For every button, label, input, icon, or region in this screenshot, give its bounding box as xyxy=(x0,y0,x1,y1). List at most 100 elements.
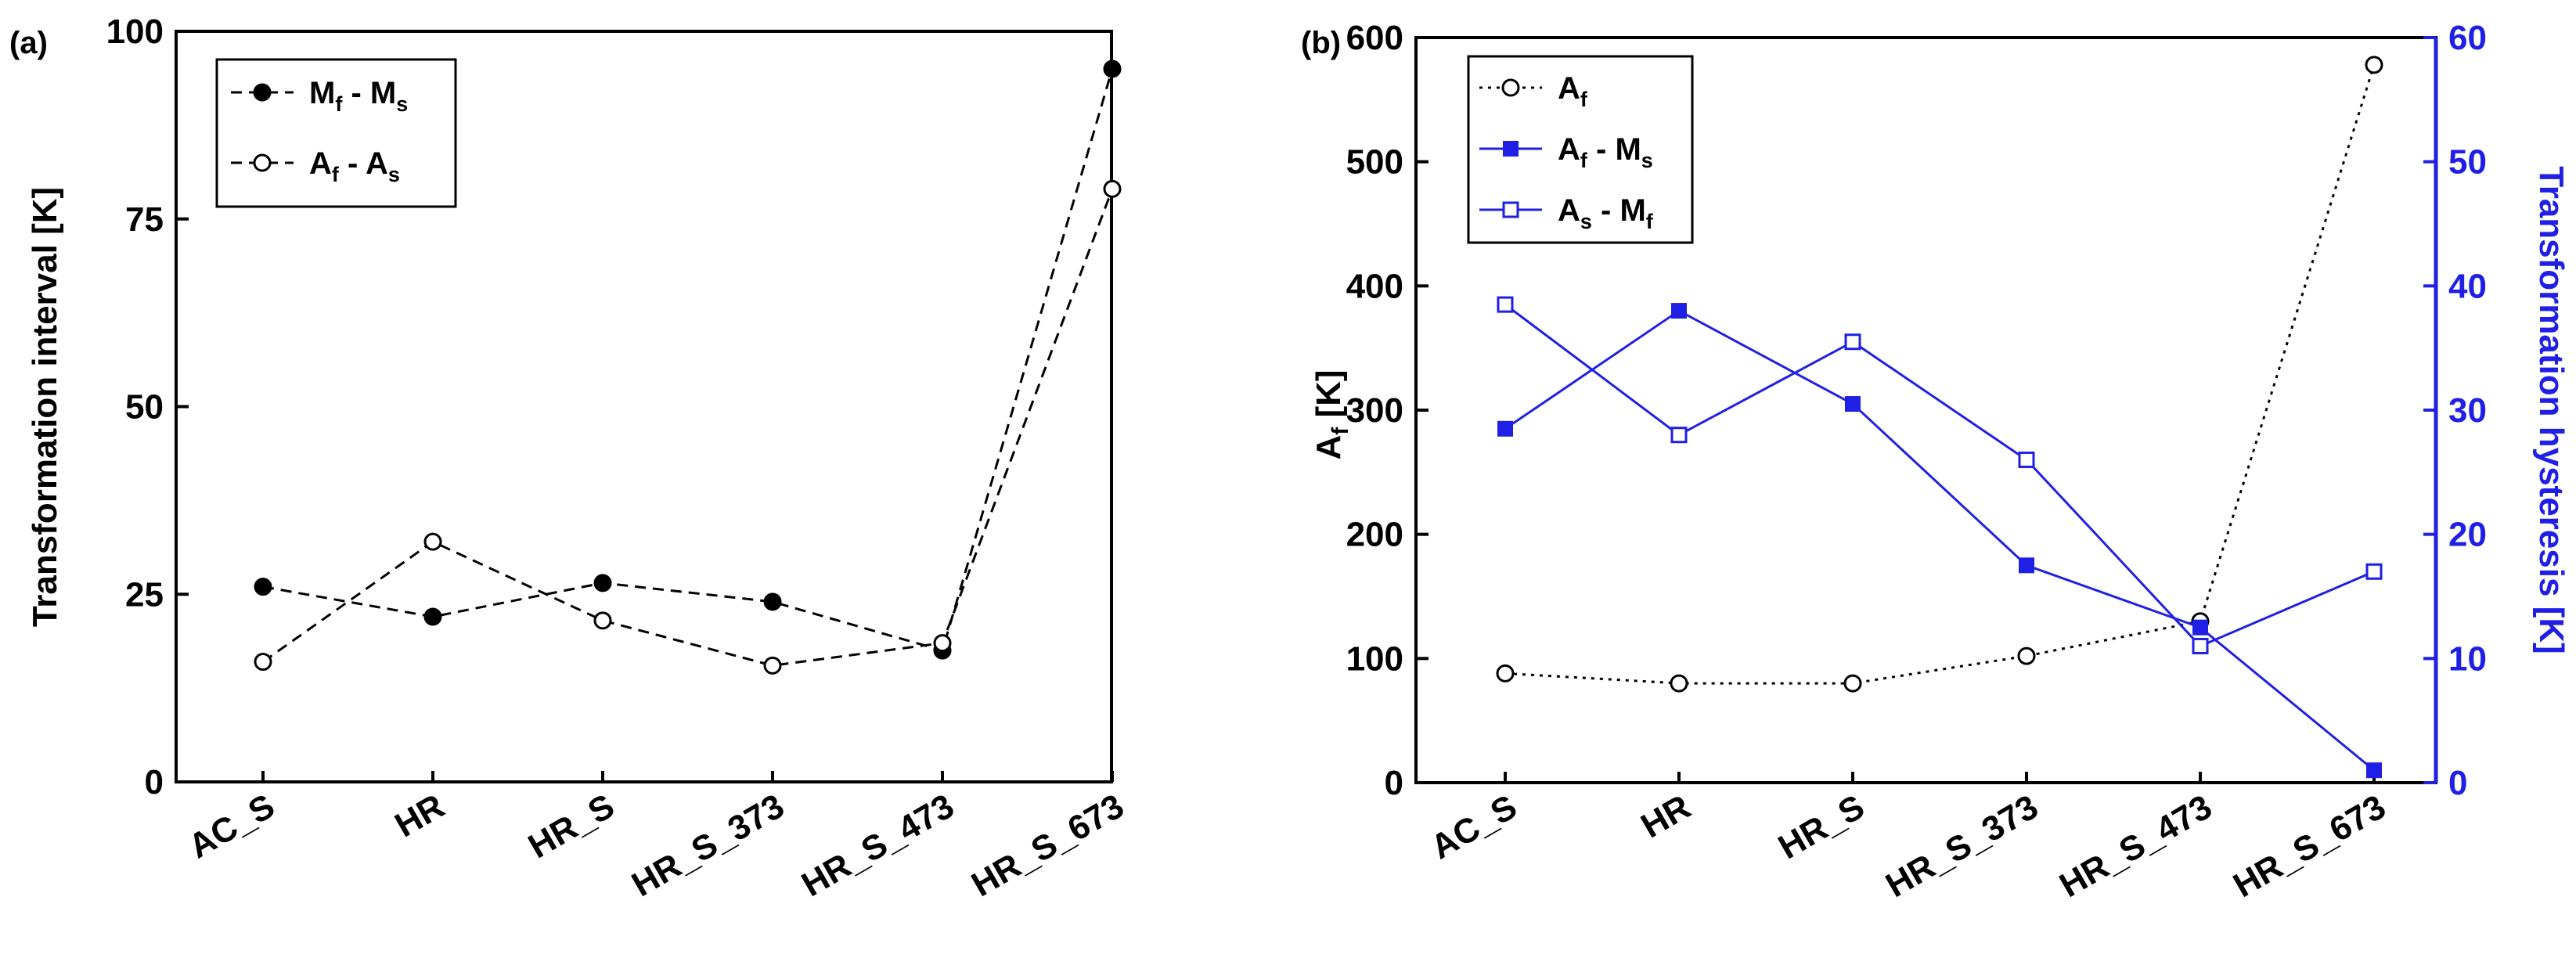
panel-b-legend-label-sub1: f xyxy=(1580,149,1588,172)
panel-b-point-af-ms-hr-s-373 xyxy=(2019,557,2034,574)
panel-b-point-as-mf-hr-s-673 xyxy=(2365,563,2383,580)
panel-a-legend-label-sub2: s xyxy=(396,92,408,116)
panel-a-legend-label-mf-ms: Mf - Ms xyxy=(309,76,408,116)
panel-b-legend-marker-af-ms xyxy=(1503,141,1519,157)
panel-a-point-af-as-ac-s xyxy=(254,653,272,672)
panel-b-y-axis-label: Af [K] xyxy=(1310,369,1353,459)
panel-a-legend-label-mid: - M xyxy=(342,76,396,110)
panel-a-point-mf-ms-hr-s-373-fill-b xyxy=(765,601,776,610)
panel-a-legend-marker-mf-ms-fill-b xyxy=(254,92,265,100)
panel-b-y-tick-label-100: 100 xyxy=(1346,639,1403,678)
panel-b-point-af-ms-hr-s xyxy=(1845,396,1861,412)
panel-b-point-af-hr-s-373 xyxy=(2017,646,2036,665)
panel-b-y-label-main: A xyxy=(1310,435,1348,460)
panel-a-legend-box xyxy=(215,58,457,208)
panel-a-y-tick-label-25: 25 xyxy=(125,575,164,614)
panel-a-x-tick-label-hr-s-473: HR_S_473 xyxy=(795,787,960,904)
panel-b-y-tick-label-400: 400 xyxy=(1346,267,1403,305)
panel-a-point-mf-ms-hr-s-673-fill-b xyxy=(1104,68,1115,77)
panel-a-series xyxy=(254,59,1122,675)
panel-b-y-label-sub: f xyxy=(1328,427,1353,435)
panel-b-legend-label-sub1: f xyxy=(1580,88,1588,111)
panel-b-point-af-ms-hr-s-473 xyxy=(2192,619,2208,636)
panel-b-legend-label-af: Af xyxy=(1558,71,1588,111)
panel-a-series-line-mf-ms xyxy=(262,68,1114,653)
panel-a-legend-label-main: M xyxy=(309,76,335,110)
panel-a-point-af-as-hr xyxy=(423,532,442,551)
panel-a-legend-label-sub2: s xyxy=(388,163,400,186)
panel-b-legend-label-af-ms: Af - Ms xyxy=(1558,132,1653,172)
panel-b-legend-label-sub1: s xyxy=(1580,210,1592,233)
panel-a-legend-entry-af-as: Af - As xyxy=(231,146,400,186)
panel-b-point-as-mf-hr-s xyxy=(1844,333,1861,351)
panel-b-legend-entry-af: Af xyxy=(1479,71,1588,111)
panel-b-y2-tick-label-20: 20 xyxy=(2448,516,2487,554)
panel-b-y-tick-label-200: 200 xyxy=(1346,516,1403,554)
panel-a-x-ticks: AC_S HR HR_S HR_S_373 HR_S_473 HR_S_673 xyxy=(182,771,1130,904)
panel-b-point-as-mf-hr xyxy=(1670,427,1688,444)
panel-b-point-af-ac-s xyxy=(1496,664,1515,682)
panel-b-y2-tick-label-60: 60 xyxy=(2448,19,2487,57)
panel-a-legend-label-main: A xyxy=(309,146,332,181)
panel-b-point-as-mf-hr-s-473 xyxy=(2192,637,2209,654)
panel-b-point-as-mf-hr-s-373 xyxy=(2018,451,2035,468)
panel-b-point-af-ms-hr xyxy=(1671,303,1687,319)
panel-b-x-tick-label-hr-s-473: HR_S_473 xyxy=(2053,787,2218,905)
panel-b-point-as-mf-ac-s xyxy=(1497,296,1514,313)
panel-b-y-tick-label-300: 300 xyxy=(1346,391,1403,430)
panel-b-legend-label-mid: - M xyxy=(1587,132,1641,167)
panel-a-point-mf-ms-hr-s-373 xyxy=(763,592,782,611)
panel-b-y2-tick-label-10: 10 xyxy=(2448,639,2487,678)
panel-b-legend-label-mid: - M xyxy=(1592,193,1646,228)
panel-b-legend-label-main: A xyxy=(1558,71,1580,106)
panel-a-point-mf-ms-hr-s xyxy=(593,574,612,592)
panel-a-y-tick-label-0: 0 xyxy=(145,763,164,801)
panel-b-y-ticks: 0 100 200 300 400 500 600 xyxy=(1346,19,1429,802)
panel-a-y-tick-label-75: 75 xyxy=(125,200,164,239)
panel-a-point-af-as-hr-s-473 xyxy=(933,634,952,653)
panel-a-series-line-af-as xyxy=(262,188,1114,667)
panel-a-point-mf-ms-hr-fill-b xyxy=(425,617,436,625)
panel-a-point-mf-ms-ac-s-fill-b xyxy=(255,586,266,595)
panel-b-y2-ticks: 0 10 20 30 40 50 60 xyxy=(2423,19,2487,802)
panel-a-point-mf-ms-hr xyxy=(423,607,442,626)
panel-b-x-ticks: AC_S HR HR_S HR_S_373 HR_S_473 HR_S_673 xyxy=(1425,772,2392,905)
panel-b-y2-tick-label-40: 40 xyxy=(2448,267,2487,305)
panel-a-x-tick-label-hr-s-673: HR_S_673 xyxy=(965,787,1130,904)
panel-b-legend-marker-af xyxy=(1501,78,1520,97)
panel-b-legend-label-sub2: f xyxy=(1646,210,1654,233)
panel-b-y2-tick-label-0: 0 xyxy=(2448,764,2467,802)
panel-b-label: (b) xyxy=(1301,26,1341,60)
panel-b-legend-label-as-mf: As - Mf xyxy=(1558,193,1654,233)
panel-a-y-tick-label-50: 50 xyxy=(125,388,164,427)
panel-b-legend-label-main: A xyxy=(1558,193,1580,228)
panel-b-y2-tick-label-30: 30 xyxy=(2448,391,2487,430)
panel-b-legend-entry-as-mf: As - Mf xyxy=(1479,193,1654,233)
panel-b-legend-label-main: A xyxy=(1558,132,1580,167)
panel-a-x-tick-label-hr-s: HR_S xyxy=(522,787,621,866)
panel-a-legend-marker-mf-ms xyxy=(253,83,272,102)
panel-a-legend-label-sub1: f xyxy=(335,92,343,116)
panel-b-y2-tick-label-50: 50 xyxy=(2448,143,2487,182)
panel-b-y2-axis-label: Transformation hysteresis [K] xyxy=(2532,166,2571,654)
panel-a-point-mf-ms-hr-s-fill-b xyxy=(595,582,606,591)
panel-a-legend-label-mid: - A xyxy=(339,146,388,181)
panel-b-y-tick-label-500: 500 xyxy=(1346,143,1403,182)
panel-b-point-af-hr xyxy=(1670,674,1688,693)
panel-a-x-tick-label-hr: HR xyxy=(388,787,451,845)
panel-b-series xyxy=(1496,56,2383,779)
panel-b-point-af-ms-hr-s-673 xyxy=(2366,762,2382,779)
panel-b-legend-entry-af-ms: Af - Ms xyxy=(1479,132,1653,172)
panel-b-point-af-hr-s-673 xyxy=(2365,56,2383,74)
panel-a-point-mf-ms-hr-s-673 xyxy=(1103,59,1122,78)
panel-b-point-af-ms-ac-s xyxy=(1497,420,1513,437)
panel-b-point-af-hr-s xyxy=(1843,674,1862,693)
panel-b-x-tick-label-hr: HR xyxy=(1634,787,1697,845)
panel-b-y-tick-label-0: 0 xyxy=(1385,764,1403,802)
panel-b-series-line-as-mf xyxy=(1504,303,2375,648)
panel-a-point-mf-ms-hr-s-473-fill-b xyxy=(935,650,946,659)
panel-a-point-mf-ms-ac-s xyxy=(254,578,272,596)
